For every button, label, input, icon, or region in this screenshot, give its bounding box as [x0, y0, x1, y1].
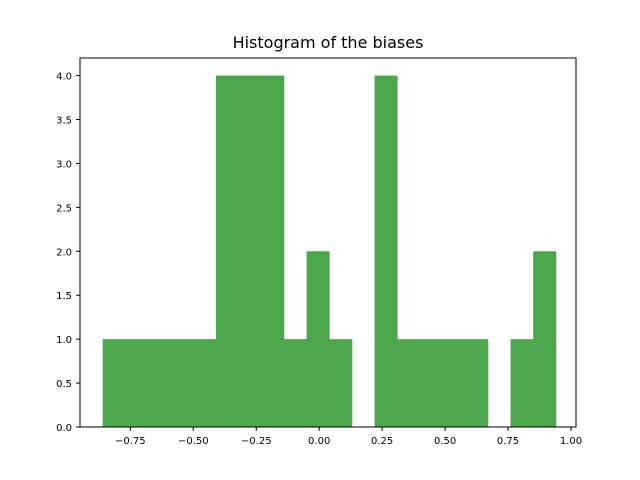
x-tick-label: 0.75: [497, 436, 519, 447]
y-tick-label: 3.5: [56, 116, 72, 127]
histogram-bar: [442, 339, 466, 427]
y-tick-label: 0.0: [56, 423, 72, 434]
histogram-bar: [510, 339, 534, 427]
histogram-bar: [125, 339, 149, 427]
x-tick-label: 1.00: [560, 436, 582, 447]
histogram-bar: [261, 75, 285, 428]
x-tick-label: −0.75: [115, 436, 146, 447]
x-tick-label: 0.25: [371, 436, 393, 447]
y-tick-label: 2.0: [56, 247, 72, 258]
histogram-bar: [215, 75, 240, 428]
y-tick-label: 4.0: [56, 72, 72, 83]
histogram-bar: [238, 75, 262, 428]
histogram-bar: [419, 339, 443, 427]
x-tick-label: −0.25: [241, 436, 272, 447]
y-tick-label: 3.0: [56, 159, 72, 170]
x-tick-label: 0.50: [434, 436, 456, 447]
y-tick-label: 1.5: [56, 291, 72, 302]
histogram-bar: [283, 339, 307, 427]
bars-group: [102, 75, 557, 428]
histogram-bar: [306, 251, 330, 427]
histogram-bar: [170, 339, 194, 427]
y-tick-label: 1.0: [56, 335, 72, 346]
x-tick-label: 0.00: [308, 436, 330, 447]
histogram-bar: [465, 339, 489, 427]
chart-title: Histogram of the biases: [233, 33, 424, 52]
y-tick-label: 0.5: [56, 379, 72, 390]
histogram-bar: [102, 339, 126, 427]
histogram-bar: [329, 339, 353, 427]
plot-frame: [79, 57, 577, 428]
histogram-bar: [397, 339, 421, 427]
axes-group: −0.75 −0.50 −0.25 0.00 0.25 0.50 0.75 1.00 0.0 0.…: [56, 57, 582, 447]
histogram-bar: [374, 75, 398, 428]
histogram-bar: [147, 339, 172, 427]
y-tick-label: 2.5: [56, 203, 72, 214]
x-tick-label: −0.50: [178, 436, 209, 447]
histogram-bar: [193, 339, 217, 427]
histogram-bar: [533, 251, 557, 427]
